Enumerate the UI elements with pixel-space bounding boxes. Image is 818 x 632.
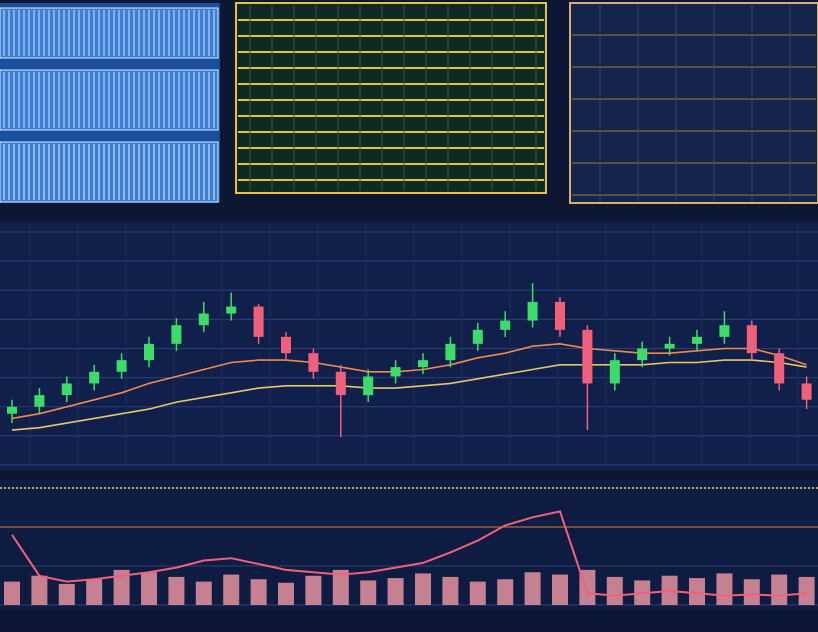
moving-average <box>11 359 807 431</box>
candle-body <box>527 301 538 321</box>
volume-bar <box>716 573 733 605</box>
candle-body <box>198 313 209 326</box>
candle-body <box>774 353 785 384</box>
main-panel <box>0 222 818 470</box>
candle-body <box>89 371 100 384</box>
candle-body <box>500 320 511 330</box>
volume-bar <box>305 575 322 605</box>
candle-body <box>472 329 483 344</box>
candle-body <box>34 395 45 407</box>
candle-body <box>171 325 182 344</box>
candle-body <box>390 367 401 377</box>
volume-bar <box>86 579 103 605</box>
oscillator-line <box>11 510 807 597</box>
volume-bar <box>469 581 486 605</box>
candle-body <box>253 306 264 337</box>
volume-bar <box>798 576 815 605</box>
candle-body <box>116 360 127 372</box>
volume-bar <box>113 569 130 605</box>
candle-body <box>445 343 456 361</box>
volume-bar <box>168 576 185 605</box>
volume-bar <box>743 579 760 605</box>
candle-body <box>144 343 154 361</box>
volume-bar <box>387 578 404 605</box>
volume-bar <box>31 575 48 605</box>
panel <box>569 2 818 204</box>
candle-body <box>637 348 648 361</box>
candle-body <box>801 383 812 400</box>
volume-bar <box>771 574 788 605</box>
panel <box>235 2 547 194</box>
volume-bar <box>332 569 349 605</box>
volume-bar <box>141 572 157 605</box>
volume-bar <box>497 579 514 605</box>
volume-bar <box>250 579 267 605</box>
volume-bar <box>524 572 541 605</box>
volume-bar <box>552 574 568 605</box>
candle-body <box>226 306 237 314</box>
volume-bar <box>278 582 294 605</box>
candle-body <box>308 353 319 372</box>
candle-body <box>719 325 730 337</box>
candle-body <box>281 336 291 354</box>
candle-body <box>335 371 346 396</box>
volume-bar <box>442 576 459 605</box>
moving-average <box>11 342 807 420</box>
candle-body <box>61 383 72 396</box>
candle-body <box>692 336 702 344</box>
volume-bar <box>689 578 705 605</box>
volume-bar <box>606 576 623 605</box>
volume-bar <box>4 581 20 605</box>
candle-body <box>418 360 428 368</box>
volume-bar <box>58 583 75 605</box>
lower-panel <box>0 480 818 610</box>
top-panel-yellow <box>235 2 547 194</box>
candle-body <box>582 329 593 384</box>
candle-body <box>746 325 757 354</box>
volume-bar <box>223 574 240 605</box>
candle-body <box>609 360 620 384</box>
top-panel-blue <box>0 3 220 203</box>
candle-body <box>7 406 17 414</box>
volume-bar <box>360 580 377 605</box>
volume-bar <box>415 573 431 605</box>
top-panel-right <box>569 2 818 204</box>
candle-body <box>363 376 374 396</box>
candle-body <box>664 343 675 349</box>
volume-bar <box>195 581 212 605</box>
candle-body <box>555 301 565 330</box>
